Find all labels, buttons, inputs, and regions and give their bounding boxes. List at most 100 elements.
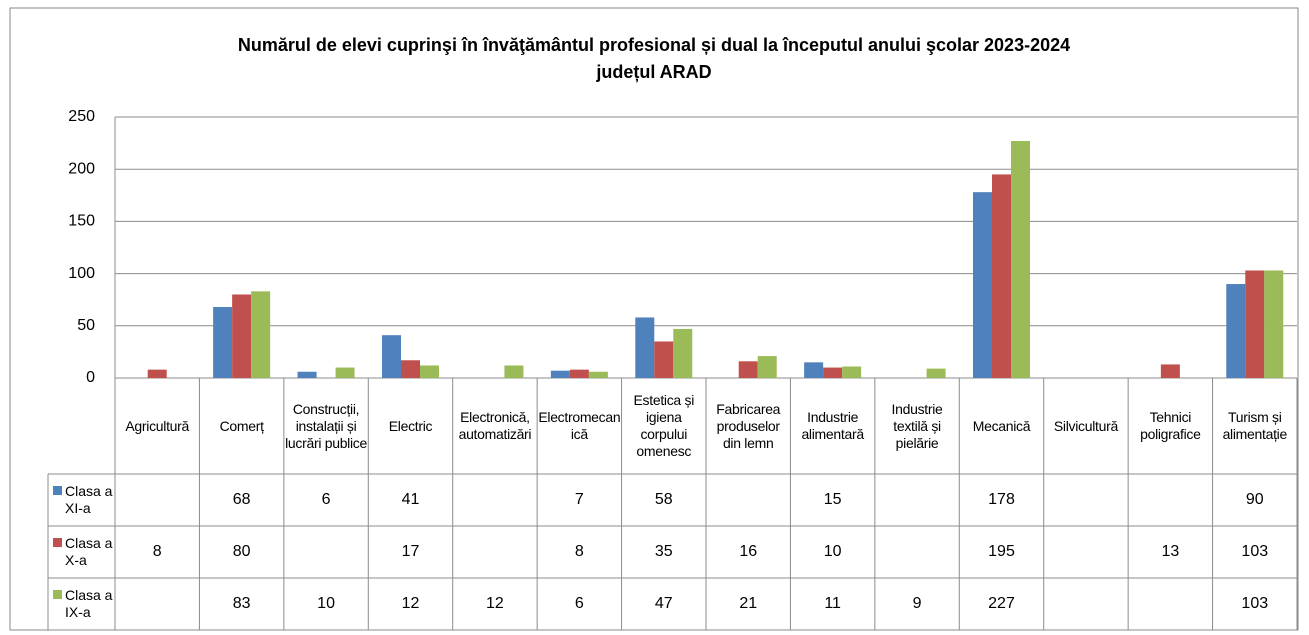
x-tick-label: Fabricarea produselor din lemn [716,400,781,451]
x-tick-label: Electromecanică [538,409,621,442]
table-value: 41 [402,491,420,508]
table-value: 6 [322,491,331,508]
table-value: 8 [575,543,584,560]
category-cell: Tehnici poligrafice [1140,409,1201,442]
bar [213,307,233,378]
x-tick-label: Construcții, instalații și lucrări publi… [285,400,367,451]
table-value: 17 [402,543,420,560]
bar [569,369,589,378]
legend-item: Clasa a X-a [53,526,114,578]
table-value: 47 [655,595,673,612]
y-tick-label: 100 [68,265,95,282]
bar [297,371,317,378]
table-value: 103 [1241,595,1268,612]
category-cell: Comerț [219,417,264,434]
bar [1160,364,1180,378]
bar [673,328,693,378]
table-value: 16 [739,543,757,560]
category-cell: Turism și alimentație [1222,409,1288,442]
table-value: 11 [824,595,841,612]
x-tick-label: Agricultură [125,417,190,434]
bar [804,362,824,378]
table-value: 12 [486,595,504,612]
legend-label: Clasa a IX-a [65,587,113,620]
table-value: 80 [233,543,251,560]
legend-cell: Clasa a XI-a [53,474,114,526]
bar [992,174,1011,378]
y-tick-label: 200 [68,160,95,177]
bar [635,317,655,378]
table-value: 10 [317,595,335,612]
bar [926,368,946,378]
x-tick-label: Silvicultură [1053,417,1118,434]
category-cell: Estetica și igiena corpului omenesc [633,392,695,459]
bar [420,365,439,378]
legend-item: Clasa a XI-a [53,474,114,526]
category-cell: Electromecanică [538,409,621,442]
legend-key [53,538,62,547]
x-tick-label: Tehnici poligrafice [1140,409,1201,442]
table-value: 227 [988,595,1015,612]
bar [251,291,271,378]
x-tick-label: Industrie textilă și pielărie [891,400,943,451]
table-value: 15 [824,491,842,508]
table-value: 103 [1241,543,1268,560]
category-cell: Electric [388,417,433,434]
y-tick-label: 0 [86,369,95,386]
table-value: 10 [824,543,842,560]
legend-key [53,486,62,495]
x-tick-label: Turism și alimentație [1222,409,1288,442]
table-value: 6 [575,595,584,612]
x-tick-label: Mecanică [972,417,1031,434]
bar [757,356,777,378]
legend-item: Clasa a IX-a [53,578,114,630]
bar [842,366,862,378]
table-value: 12 [402,595,420,612]
bar [1264,270,1284,378]
x-tick-label: Comerț [219,417,264,434]
category-cell: Silvicultură [1053,417,1118,434]
category-cell: Industrie textilă și pielărie [891,400,943,451]
bar [588,371,608,378]
bar [232,294,252,378]
table-value: 21 [739,595,757,612]
legend-label: Clasa a X-a [65,535,113,568]
x-tick-label: Electronică, automatizări [458,409,532,442]
bar [823,367,843,378]
chart-title: Numărul de elevi cuprinşi în învăţământu… [238,35,1070,55]
table-value: 178 [988,491,1015,508]
table-value: 13 [1161,543,1179,560]
bar [738,361,758,378]
category-cell: Industrie alimentară [801,409,864,442]
bar [550,370,570,378]
category-cell: Electronică, automatizări [458,409,532,442]
table-value: 9 [913,595,922,612]
bar [147,369,167,378]
y-tick-label: 50 [77,317,95,334]
x-tick-label: Industrie alimentară [801,409,864,442]
bar [335,367,355,378]
category-cell: Agricultură [125,417,190,434]
bar [654,341,674,378]
table-value: 35 [655,543,673,560]
table-value: 7 [575,491,584,508]
category-cell: Fabricarea produselor din lemn [716,400,781,451]
category-cell: Mecanică [972,417,1031,434]
bar [504,365,524,378]
x-tick-label: Electric [388,417,433,434]
bar [401,360,420,378]
bar [1245,270,1265,378]
bar [973,192,992,378]
chart-subtitle: județul ARAD [595,62,711,82]
y-tick-label: 250 [68,108,95,125]
table-value: 195 [988,543,1015,560]
category-cell: Construcții, instalații și lucrări publi… [285,400,367,451]
table-value: 58 [655,491,673,508]
y-tick-label: 150 [68,213,95,230]
x-tick-label: Estetica și igiena corpului omenesc [633,392,695,459]
bar [382,335,401,378]
table-value: 90 [1246,491,1264,508]
table-value: 68 [233,491,251,508]
bar [1226,284,1246,378]
